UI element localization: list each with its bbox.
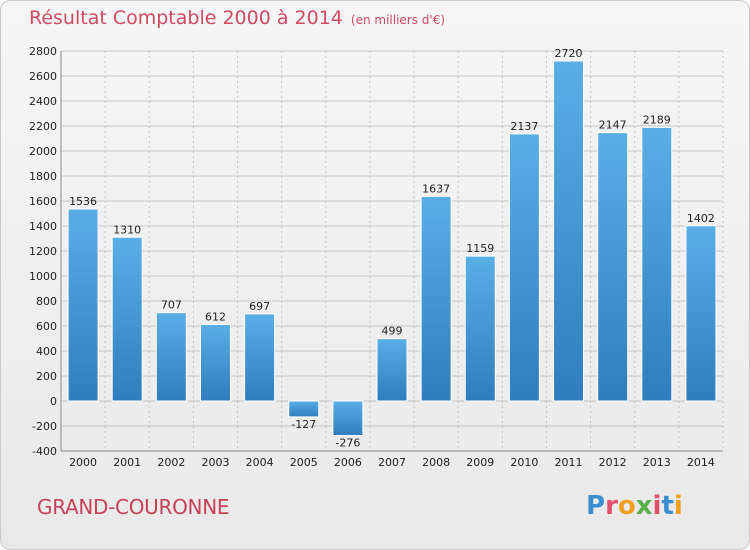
bar-2013	[641, 126, 673, 402]
data-label: -127	[291, 418, 316, 431]
data-label: 2137	[510, 120, 538, 133]
axes: -400 -200 0 200 400 600 800 1000 1200 1400 1600 180…	[29, 45, 723, 469]
brand-letter: i	[652, 491, 662, 521]
data-label: 1159	[466, 242, 494, 255]
x-tick-label: 2005	[290, 456, 318, 469]
x-tick-label: 2011	[555, 456, 583, 469]
bar-2007	[376, 338, 408, 402]
y-tick-label: 1800	[29, 170, 57, 183]
bar-2011	[553, 60, 585, 402]
y-tick-label: 1000	[29, 270, 57, 283]
bar-2005	[288, 400, 320, 418]
brand-letter: i	[673, 491, 683, 521]
bar-2001	[111, 236, 143, 402]
y-tick-label: 2800	[29, 45, 57, 58]
x-tick-label: 2001	[113, 456, 141, 469]
y-tick-label: 1200	[29, 245, 57, 258]
data-label: 1536	[69, 195, 97, 208]
data-label: 1402	[687, 212, 715, 225]
brand-letter: t	[661, 491, 674, 521]
y-tick-label: 400	[36, 345, 57, 358]
bar-2010	[508, 133, 540, 402]
bar-2014	[685, 225, 717, 402]
y-tick-label: 2200	[29, 120, 57, 133]
x-tick-label: 2009	[466, 456, 494, 469]
y-tick-label: 2000	[29, 145, 57, 158]
bar-2006	[332, 400, 364, 436]
chart-subtitle: (en milliers d'€)	[350, 13, 446, 27]
data-label: 697	[249, 300, 270, 313]
y-tick-label: -200	[32, 420, 57, 433]
x-tick-label: 2007	[378, 456, 406, 469]
brand-letter: x	[635, 491, 653, 521]
y-tick-label: 200	[36, 370, 57, 383]
brand-letter: o	[617, 491, 636, 521]
y-tick-label: 1400	[29, 220, 57, 233]
y-tick-label: 2600	[29, 70, 57, 83]
x-tick-label: 2014	[687, 456, 715, 469]
data-label: 2147	[599, 119, 627, 132]
y-tick-label: 600	[36, 320, 57, 333]
data-label: -276	[335, 437, 360, 450]
brand-letter: r	[605, 491, 618, 521]
bar-2002	[155, 312, 187, 402]
y-tick-label: -400	[32, 445, 57, 458]
x-tick-label: 2003	[201, 456, 229, 469]
bar-2009	[464, 255, 496, 402]
bar-2003	[199, 324, 231, 402]
bar-2012	[597, 132, 629, 402]
bar-2008	[420, 195, 452, 402]
x-tick-label: 2000	[69, 456, 97, 469]
data-label: 499	[382, 325, 403, 338]
x-tick-label: 2008	[422, 456, 450, 469]
place-name: GRAND-COURONNE	[37, 495, 230, 519]
x-tick-label: 2012	[599, 456, 627, 469]
data-label: 1637	[422, 182, 450, 195]
brand-letter: P	[586, 491, 606, 521]
y-tick-label: 1600	[29, 195, 57, 208]
bar-2000	[67, 208, 99, 402]
x-tick-label: 2010	[510, 456, 538, 469]
data-label: 707	[161, 299, 182, 312]
bar-2004	[244, 313, 276, 402]
title-row: Résultat Comptable 2000 à 2014 (en millie…	[29, 7, 445, 29]
data-labels: 1536 1310 707 612 697 -127 -276 499 1637 1159 2137…	[69, 47, 715, 450]
data-label: 1310	[113, 223, 141, 236]
x-tick-label: 2004	[246, 456, 274, 469]
x-tick-label: 2002	[157, 456, 185, 469]
brand-logo[interactable]: Proxiti	[586, 491, 683, 521]
data-label: 612	[205, 311, 226, 324]
chart-title: Résultat Comptable 2000 à 2014	[29, 7, 343, 29]
x-tick-label: 2006	[334, 456, 362, 469]
y-tick-label: 800	[36, 295, 57, 308]
x-tick-label: 2013	[643, 456, 671, 469]
y-tick-label: 0	[50, 395, 57, 408]
data-label: 2189	[643, 113, 671, 126]
data-label: 2720	[555, 47, 583, 60]
bars	[67, 60, 717, 436]
y-tick-label: 2400	[29, 95, 57, 108]
